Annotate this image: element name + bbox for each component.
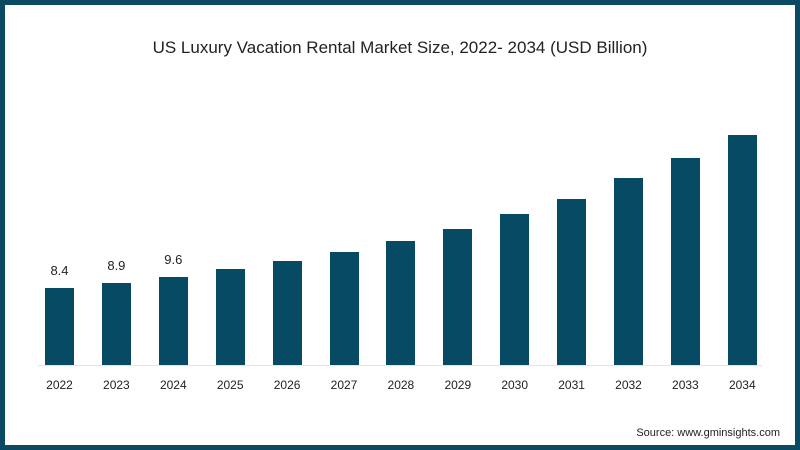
bar-2034 — [727, 134, 757, 365]
bar-2023 — [101, 283, 131, 365]
bar-2031 — [557, 199, 587, 365]
source-note: Source: www.gminsights.com — [636, 427, 780, 439]
x-axis-line — [38, 365, 762, 366]
x-tick-label: 2031 — [558, 378, 585, 392]
bar-2027 — [329, 252, 359, 365]
x-tick-label: 2033 — [672, 378, 699, 392]
bar-2026 — [272, 261, 302, 365]
data-label: 8.9 — [107, 258, 126, 274]
bar-2028 — [386, 241, 416, 365]
bar-2033 — [670, 157, 700, 365]
bar-2029 — [443, 229, 473, 365]
x-tick-label: 2022 — [46, 378, 73, 392]
chart-title: US Luxury Vacation Rental Market Size, 2… — [152, 38, 648, 57]
x-tick-label: 2030 — [501, 378, 529, 392]
x-tick-label: 2034 — [728, 378, 756, 392]
x-tick-label: 2029 — [444, 378, 472, 392]
x-tick-label: 2027 — [330, 378, 358, 392]
x-tick-label: 2023 — [103, 378, 130, 392]
x-tick-label: 2024 — [159, 378, 187, 392]
chart-frame — [5, 5, 795, 445]
bar-2025 — [215, 268, 245, 365]
x-tick-label: 2028 — [387, 378, 415, 392]
bar-2024 — [158, 276, 188, 365]
bar-2022 — [45, 287, 74, 365]
data-label: 8.4 — [50, 262, 69, 278]
x-tick-label: 2025 — [216, 378, 244, 392]
bar-2032 — [614, 177, 643, 365]
x-tick-label: 2026 — [273, 378, 301, 392]
data-label: 9.6 — [164, 251, 183, 267]
bar-2030 — [500, 213, 530, 365]
x-tick-label: 2032 — [615, 378, 642, 392]
